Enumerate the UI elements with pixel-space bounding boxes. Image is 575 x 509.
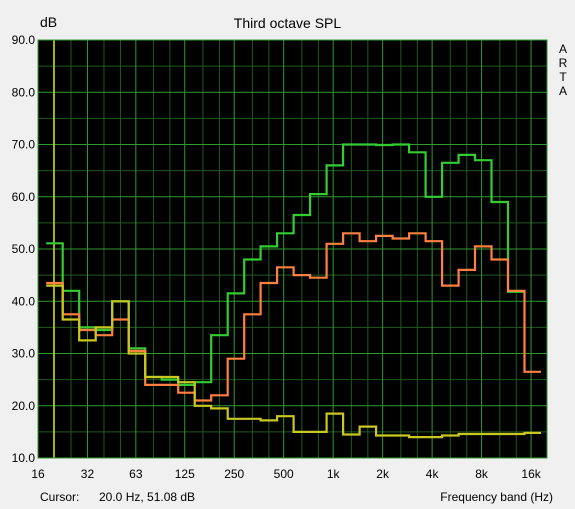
y-tick-label: 60.0 <box>12 190 36 204</box>
x-tick-label: 4k <box>426 467 440 481</box>
x-tick-label: 8k <box>475 467 489 481</box>
y-tick-label: 20.0 <box>12 399 36 413</box>
x-tick-label: 16k <box>521 467 541 481</box>
x-tick-label: 1k <box>327 467 341 481</box>
arta-brand-label: A R T A <box>557 42 569 98</box>
plot-border <box>37 39 548 459</box>
chart-title: Third octave SPL <box>233 15 342 31</box>
x-tick-label: 32 <box>81 467 95 481</box>
cursor-readout: 20.0 Hz, 51.08 dB <box>99 490 196 504</box>
x-tick-label: 125 <box>175 467 195 481</box>
y-tick-label: 70.0 <box>12 138 36 152</box>
y-tick-label: 10.0 <box>12 451 36 465</box>
x-tick-label: 16 <box>31 467 45 481</box>
brand-letter: T <box>559 70 567 84</box>
y-axis-unit-label: dB <box>40 14 58 30</box>
x-tick-label: 250 <box>224 467 244 481</box>
x-tick-label: 63 <box>129 467 143 481</box>
y-tick-label: 40.0 <box>12 294 36 308</box>
cursor-label: Cursor: <box>40 490 80 504</box>
y-tick-label: 30.0 <box>12 347 36 361</box>
y-tick-label: 50.0 <box>12 242 36 256</box>
brand-letter: R <box>558 56 568 70</box>
y-tick-label: 90.0 <box>12 33 36 47</box>
y-tick-label: 80.0 <box>12 85 36 99</box>
x-axis-caption: Frequency band (Hz) <box>440 490 553 504</box>
series-line <box>46 284 541 439</box>
x-tick-label: 500 <box>274 467 294 481</box>
brand-letter: A <box>558 42 567 56</box>
brand-letter: A <box>558 84 567 98</box>
x-tick-label: 2k <box>376 467 390 481</box>
